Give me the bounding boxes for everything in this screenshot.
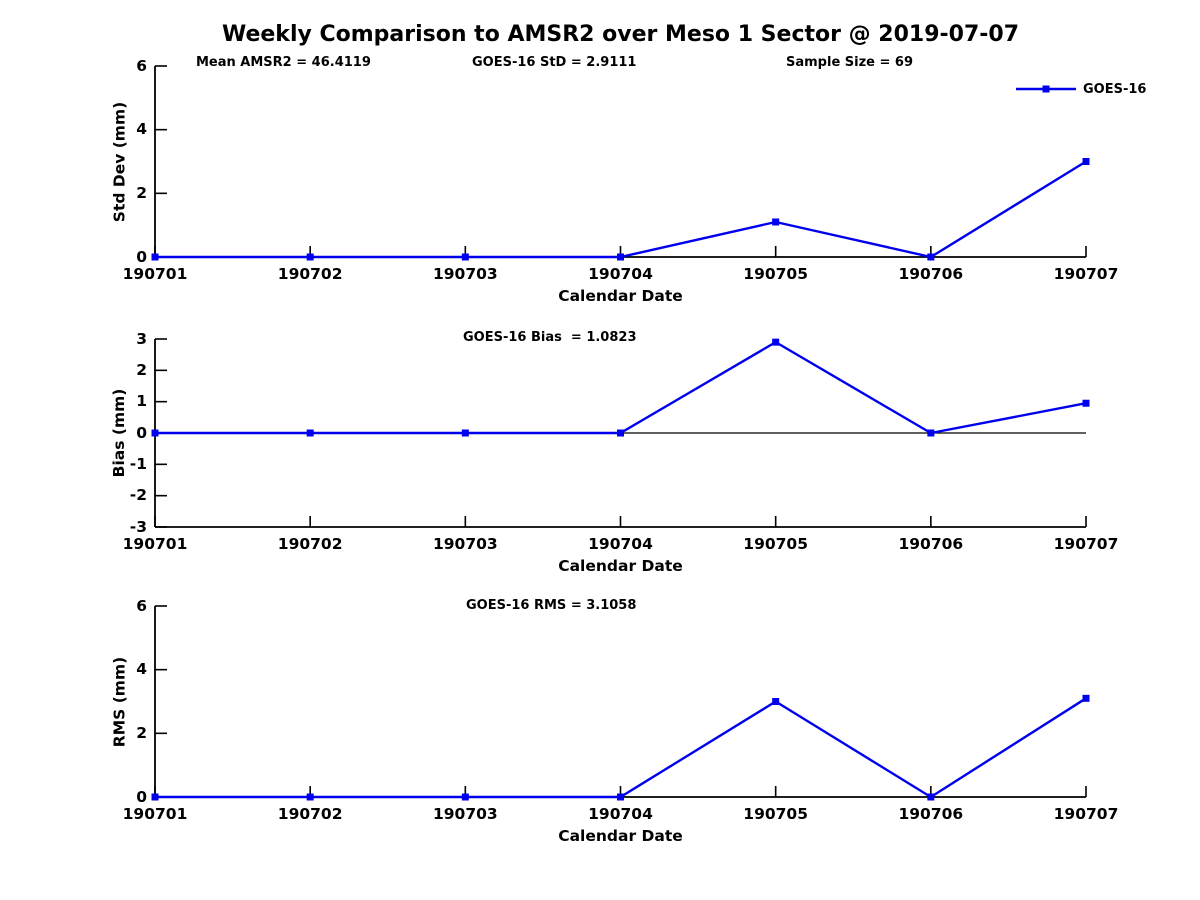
annotation-goes16-std: GOES-16 StD = 2.9111 <box>472 55 637 70</box>
x-tick-label: 190705 <box>743 265 809 283</box>
annotation-mean-amsr2: Mean AMSR2 = 46.4119 <box>196 55 371 70</box>
xaxis-label-2: Calendar Date <box>558 557 683 575</box>
x-tick-label: 190707 <box>1053 265 1119 283</box>
y-tick-label: 4 <box>136 120 147 139</box>
data-point-marker <box>927 429 935 437</box>
x-tick-label: 190707 <box>1053 805 1119 823</box>
data-point-marker <box>1082 399 1090 407</box>
data-point-marker <box>306 793 314 801</box>
legend-label: GOES-16 <box>1083 81 1147 97</box>
y-tick-label: 2 <box>136 360 147 379</box>
data-point-marker <box>306 429 314 437</box>
data-point-marker <box>772 218 780 226</box>
series-line <box>155 340 1087 435</box>
data-point-marker <box>461 429 469 437</box>
annotation-sample-size: Sample Size = 69 <box>786 55 914 70</box>
data-point-marker <box>461 793 469 801</box>
x-tick-label: 190704 <box>588 535 653 553</box>
series-line <box>155 697 1087 799</box>
y-tick-label: 1 <box>136 392 147 411</box>
data-point-marker <box>927 793 935 801</box>
y-tick-label: 0 <box>136 247 147 266</box>
data-point-marker <box>617 793 624 801</box>
data-point-marker <box>1082 158 1090 165</box>
series-line <box>155 160 1087 259</box>
data-point-marker <box>306 253 314 261</box>
legend-line-marker-icon <box>1016 85 1076 93</box>
data-point-marker <box>617 429 624 437</box>
x-tick-label: 190705 <box>743 535 809 553</box>
x-tick-label: 190706 <box>898 265 964 283</box>
x-tick-label: 190702 <box>277 265 343 283</box>
y-axis-label: RMS (mm) <box>110 656 128 747</box>
data-point-marker <box>1082 694 1090 702</box>
x-tick-label: 190703 <box>432 805 498 823</box>
data-point-marker <box>151 793 159 801</box>
x-tick-label: 190703 <box>432 535 498 553</box>
y-tick-label: 2 <box>136 723 147 742</box>
y-tick-label: -2 <box>129 486 147 505</box>
y-tick-label: 4 <box>136 660 147 679</box>
x-tick-label: 190701 <box>122 535 188 553</box>
x-tick-label: 190702 <box>277 805 343 823</box>
y-tick-label: 2 <box>136 183 147 202</box>
y-tick-label: 6 <box>136 56 147 75</box>
data-point-marker <box>461 253 469 261</box>
y-tick-label: 0 <box>136 787 147 806</box>
chart-title: Weekly Comparison to AMSR2 over Meso 1 S… <box>221 22 1020 47</box>
x-tick-label: 190703 <box>432 265 498 283</box>
y-tick-label: 0 <box>136 423 147 442</box>
data-point-marker <box>617 253 624 261</box>
x-tick-label: 190701 <box>122 265 188 283</box>
legend: GOES-16 <box>1015 81 1146 97</box>
annotation-goes16-bias: GOES-16 Bias = 1.0823 <box>463 330 637 345</box>
y-tick-label: -3 <box>129 517 147 536</box>
x-tick-label: 190704 <box>588 805 653 823</box>
y-axis-label: Std Dev (mm) <box>110 101 128 222</box>
y-tick-label: -1 <box>129 454 147 473</box>
xaxis-label-3: Calendar Date <box>558 827 683 845</box>
x-tick-label: 190706 <box>898 805 964 823</box>
data-point-marker <box>151 429 159 437</box>
y-tick-label: 3 <box>136 329 147 348</box>
x-tick-label: 190702 <box>277 535 343 553</box>
y-tick-label: 6 <box>136 596 147 615</box>
data-point-marker <box>927 253 935 261</box>
x-tick-label: 190701 <box>122 805 188 823</box>
x-tick-label: 190707 <box>1053 535 1119 553</box>
data-point-marker <box>772 698 780 705</box>
xaxis-label-1: Calendar Date <box>558 287 683 305</box>
x-tick-label: 190706 <box>898 535 964 553</box>
y-axis-label: Bias (mm) <box>110 388 128 478</box>
x-tick-label: 190705 <box>743 805 809 823</box>
x-tick-label: 190704 <box>588 265 653 283</box>
data-point-marker <box>151 253 159 261</box>
data-point-marker <box>772 338 780 346</box>
annotation-goes16-rms: GOES-16 RMS = 3.1058 <box>466 598 637 613</box>
